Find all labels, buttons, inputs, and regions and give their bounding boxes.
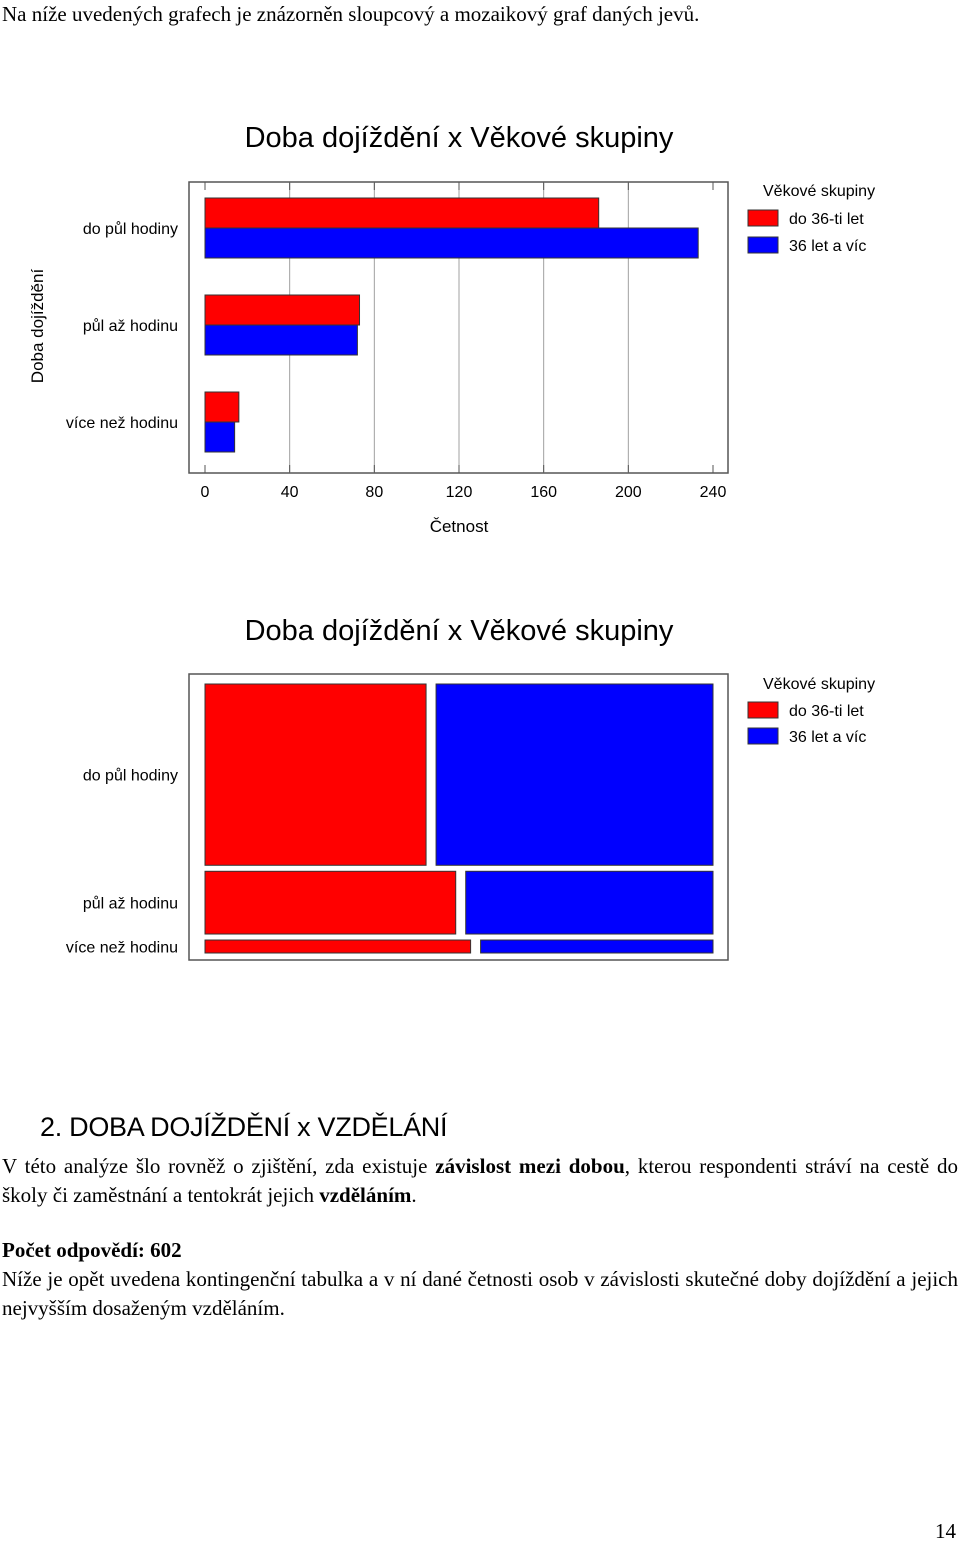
- mosaic-chart-legend-swatch-1: [747, 701, 779, 719]
- bar-chart-y-axis-label: Doba dojíždění: [28, 269, 47, 384]
- intro-text: Na níže uvedených grafech je znázorněn s…: [2, 2, 700, 26]
- bar-chart: Doba dojíždění x Věkové skupiny do půl h…: [28, 122, 875, 536]
- bar-chart-legend-swatch-1: [747, 209, 779, 227]
- bar-chart-legend-label-1: do 36-ti let: [789, 211, 864, 228]
- bar-chart-x-tick-label: 40: [281, 484, 299, 501]
- bar-series1: [204, 197, 600, 229]
- bar-chart-x-tick-label: 160: [530, 484, 557, 501]
- mosaic-chart: Doba dojíždění x Věkové skupiny do půl h…: [66, 615, 875, 961]
- mosaic-chart-tiles: [204, 683, 714, 954]
- mosaic-chart-category-label: půl až hodinu: [83, 895, 178, 913]
- bar-chart-title: Doba dojíždění x Věkové skupiny: [245, 122, 674, 154]
- mosaic-tile-series2: [435, 683, 714, 866]
- paragraph-text: , kterou respondenti stráví na cestě do …: [2, 1154, 958, 1207]
- bar-series1: [204, 391, 240, 423]
- mosaic-chart-title: Doba dojíždění x Věkové skupiny: [245, 615, 674, 647]
- mosaic-chart-category-labels: do půl hodiny půl až hodinu více než hodin…: [66, 767, 178, 957]
- mosaic-chart-category-label: více než hodinu: [66, 940, 178, 957]
- mosaic-tile-series1: [204, 939, 472, 954]
- bar-chart-x-axis-label: Četnost: [430, 517, 489, 536]
- paragraph-count: Počet odpovědí: 602 Níže je opět uvedena…: [2, 1236, 958, 1323]
- bar-series1: [204, 294, 361, 326]
- mosaic-tile-series2: [480, 939, 714, 954]
- paragraph-table-intro: Níže je opět uvedena kontingenční tabulk…: [2, 1267, 958, 1320]
- paragraph-bold-text: závislost mezi dobou: [435, 1154, 625, 1178]
- mosaic-chart-legend: Věkové skupiny do 36-ti let 36 let a víc: [747, 676, 875, 746]
- bar-chart-x-tick-label: 80: [365, 484, 383, 501]
- section-heading: 2. DOBA DOJÍŽDĚNÍ x VZDĚLÁNÍ: [40, 1112, 448, 1142]
- bar-chart-category-labels: do půl hodiny půl až hodinu více než hodin…: [66, 220, 178, 432]
- mosaic-tile-series1: [204, 683, 427, 866]
- paragraph-text: V této analýze šlo rovněž o zjištění, zd…: [2, 1154, 436, 1178]
- mosaic-chart-legend-swatch-2: [747, 727, 779, 745]
- bar-series2: [204, 227, 699, 259]
- bar-chart-x-tick-labels: 0 40 80 120 160 200 240: [201, 484, 727, 501]
- paragraph-intro: V této analýze šlo rovněž o zjištění, zd…: [2, 1152, 958, 1210]
- mosaic-tile-series1: [204, 870, 457, 935]
- paragraph-bold-text: vzděláním: [319, 1183, 412, 1207]
- bar-series2: [204, 324, 358, 356]
- bar-chart-x-tick-label: 200: [615, 484, 642, 501]
- response-count: Počet odpovědí: 602: [2, 1236, 958, 1265]
- bar-series2: [204, 421, 236, 453]
- response-count-label: Počet odpovědí: 602: [2, 1238, 182, 1262]
- mosaic-chart-category-label: do půl hodiny: [83, 767, 178, 785]
- bar-chart-category-label: více než hodinu: [66, 415, 178, 432]
- bar-chart-category-label: půl až hodinu: [83, 317, 178, 335]
- bar-chart-category-label: do půl hodiny: [83, 220, 178, 238]
- bar-chart-x-tick-label: 120: [446, 484, 473, 501]
- bar-chart-legend-swatch-2: [747, 236, 779, 254]
- bar-chart-legend-title: Věkové skupiny: [763, 183, 875, 200]
- mosaic-tile-series2: [465, 870, 714, 935]
- bar-chart-bars: [204, 197, 699, 453]
- page-number: 14: [935, 1519, 956, 1543]
- mosaic-chart-legend-title: Věkové skupiny: [763, 676, 875, 693]
- bar-chart-legend: Věkové skupiny do 36-ti let 36 let a víc: [747, 183, 875, 255]
- paragraph-text: .: [411, 1183, 417, 1207]
- mosaic-chart-legend-label-2: 36 let a víc: [789, 729, 866, 746]
- bar-chart-x-tick-label: 240: [700, 484, 727, 501]
- bar-chart-x-tick-label: 0: [201, 484, 210, 501]
- bar-chart-legend-label-2: 36 let a víc: [789, 238, 866, 255]
- mosaic-chart-legend-label-1: do 36-ti let: [789, 703, 864, 720]
